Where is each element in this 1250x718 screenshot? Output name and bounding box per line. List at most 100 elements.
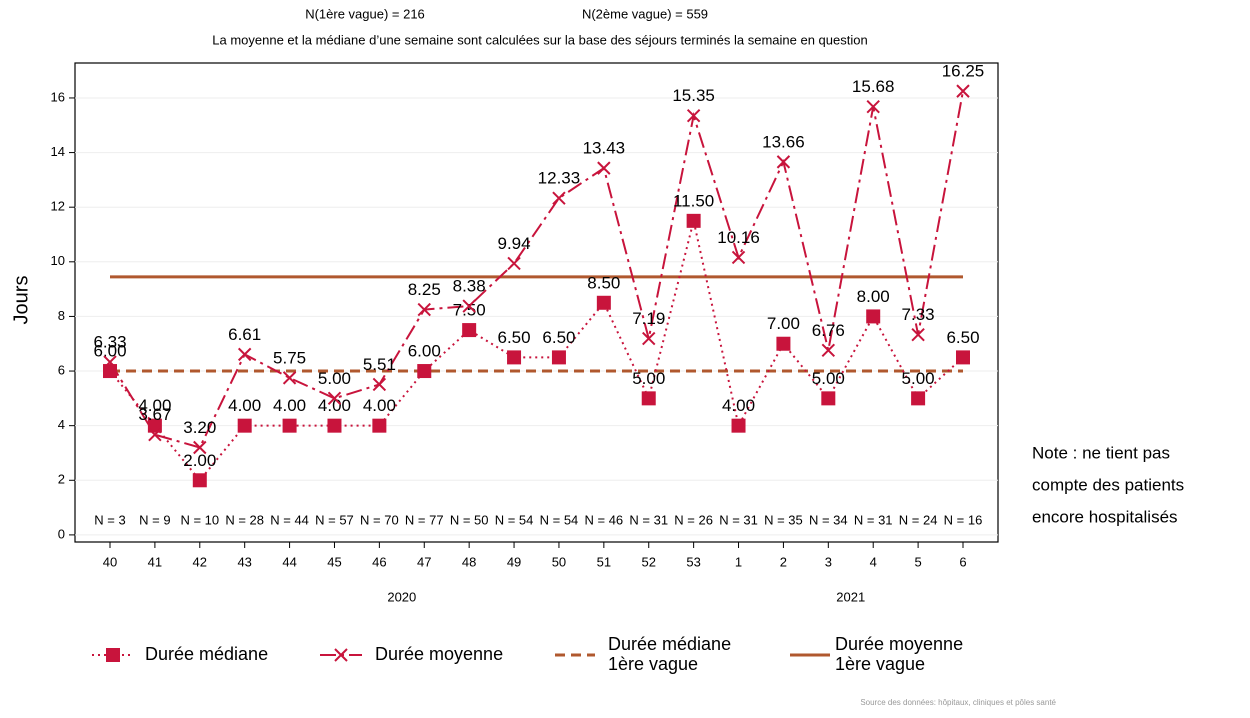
x-tick-label: 50 [552,554,566,569]
value-label: 4.00 [722,396,755,415]
x-tick-label: 48 [462,554,476,569]
value-label: 5.75 [273,348,306,367]
value-label: 4.00 [228,396,261,415]
n-label: N = 50 [450,512,489,527]
n-label: N = 57 [315,512,354,527]
y-tick-label: 12 [51,199,65,214]
series-line [109,90,964,449]
note: Note : ne tient pas [1032,443,1170,462]
data-point [911,391,926,406]
header: N(2ème vague) = 559 [582,6,708,21]
value-label: 6.00 [93,342,126,361]
header: N(1ère vague) = 216 [305,6,425,21]
legend-swatch [106,648,120,662]
x-tick-label: 52 [642,554,656,569]
value-label: 5.00 [902,369,935,388]
value-label: 7.50 [453,301,486,320]
x-tick-label: 42 [193,554,207,569]
data-point [866,99,880,114]
value-label: 6.76 [812,321,845,340]
data-point [282,371,297,385]
data-point [956,84,970,98]
data-point [552,191,566,205]
value-label: 4.00 [273,396,306,415]
legend-label: Durée médiane [145,644,268,664]
data-point [237,347,252,362]
data-point [866,309,881,324]
data-point [911,328,925,342]
n-label: N = 3 [94,512,125,527]
n-label: N = 24 [899,512,938,527]
n-label: N = 35 [764,512,803,527]
x-tick-label: 45 [327,554,341,569]
note: compte des patients [1032,475,1184,494]
data-point [462,299,476,313]
value-label: 6.50 [542,328,575,347]
value-label: 8.25 [408,280,441,299]
value-label: 4.00 [363,396,396,415]
value-label: 8.50 [587,273,620,292]
value-label: 15.35 [672,86,715,105]
value-label: 10.16 [717,228,760,247]
value-label: 2.00 [183,451,216,470]
n-label: N = 31 [719,512,758,527]
data-point [192,473,207,488]
x-tick-label: 53 [686,554,700,569]
data-point [103,355,117,369]
data-point [731,250,746,265]
data-point [731,418,746,433]
data-point [147,418,162,433]
y-tick-label: 14 [51,144,65,159]
value-label: 6.50 [946,328,979,347]
series-line [109,220,964,482]
data-point [327,391,342,406]
value-label: 6.50 [498,328,531,347]
n-label: N = 28 [225,512,264,527]
value-label: 8.38 [453,277,486,296]
value-label: 11.50 [673,191,714,210]
n-label: N = 77 [405,512,444,527]
y-tick-label: 16 [51,89,65,104]
n-label: N = 44 [270,512,309,527]
data-point [821,391,836,406]
n-label: N = 54 [495,512,534,527]
legend-swatch [334,648,348,662]
data-point [776,155,791,169]
x-tick-label: 46 [372,554,386,569]
value-label: 7.19 [632,309,665,328]
data-point [776,336,791,351]
n-label: N = 34 [809,512,848,527]
n-label: N = 31 [629,512,668,527]
x-tick-label: 44 [282,554,296,569]
value-label: 4.00 [318,396,351,415]
value-label: 13.43 [583,139,626,158]
y-tick-label: 4 [58,417,65,432]
x-group-label: 2021 [836,589,865,604]
data-point [417,302,431,317]
n-label: N = 31 [854,512,893,527]
data-point [507,350,522,365]
data-point [596,295,611,310]
x-tick-label: 2 [780,554,787,569]
legend-label: Durée moyenne [835,634,963,654]
value-label: 7.33 [902,305,935,324]
data-point [597,161,611,175]
n-label: N = 26 [674,512,713,527]
y-tick-label: 2 [58,472,65,487]
value-label: 5.00 [812,369,845,388]
value-label: 6.33 [93,333,126,352]
x-tick-label: 51 [597,554,611,569]
legend-label: Durée médiane [608,634,731,654]
y-axis-label: Jours [10,276,32,325]
x-tick-label: 1 [735,554,742,569]
n-label: N = 54 [540,512,579,527]
data-point [372,418,387,433]
x-group-label: 2020 [387,589,416,604]
data-point [821,343,836,357]
data-point [641,391,656,406]
data-point [462,323,477,338]
value-label: 5.00 [632,369,665,388]
data-point [686,213,701,228]
